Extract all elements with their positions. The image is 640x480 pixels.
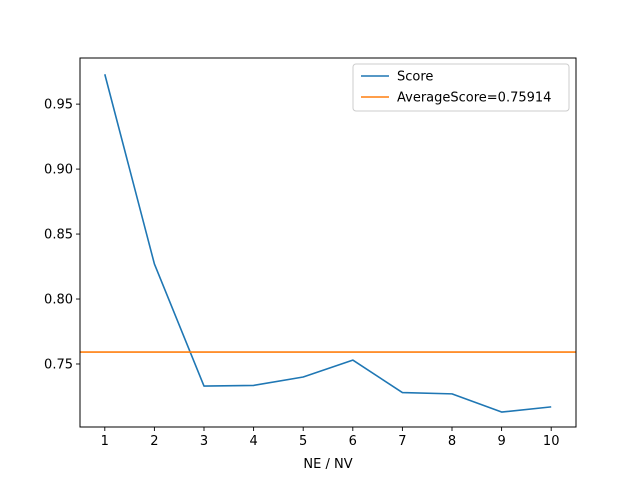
y-tick-label: 0.85 [44,228,73,243]
x-tick-label: 10 [543,434,560,449]
x-tick-label: 8 [448,434,456,449]
score-line [104,74,552,413]
x-axis-ticks: 1 2 3 4 5 6 7 8 9 10 [101,427,560,449]
legend-box [352,63,570,112]
x-tick-label: 2 [150,434,158,449]
x-tick-label: 7 [398,434,406,449]
plot-area [79,57,577,428]
y-tick-label: 0.75 [44,357,73,372]
x-tick-label: 5 [299,434,307,449]
x-tick-label: 3 [200,434,208,449]
x-tick-label: 9 [497,434,505,449]
legend: Score AverageScore=0.75914 [352,63,570,112]
legend-label: Score [397,70,433,85]
x-axis-label: NE / NV [303,457,352,472]
x-tick-label: 4 [249,434,257,449]
series-layer [80,74,576,413]
y-tick-label: 0.90 [44,163,73,178]
y-tick-label: 0.80 [44,293,73,308]
y-tick-label: 0.95 [44,98,73,113]
x-tick-label: 1 [101,434,109,449]
y-axis-ticks: 0.75 0.80 0.85 0.90 0.95 [44,98,80,372]
x-tick-label: 6 [349,434,357,449]
axes-frame [79,57,577,428]
legend-label: AverageScore=0.75914 [397,91,551,106]
